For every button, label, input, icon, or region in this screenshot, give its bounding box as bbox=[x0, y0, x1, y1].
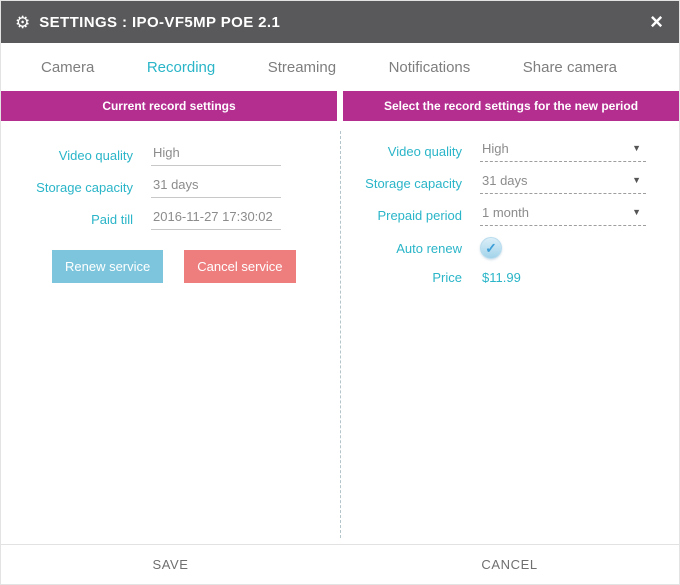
storage-capacity-value: 31 days bbox=[151, 177, 281, 198]
dropdown-value: High bbox=[482, 141, 509, 156]
dropdown-arrow-icon: ▼ bbox=[632, 207, 641, 217]
video-quality-label: Video quality bbox=[387, 144, 462, 159]
price-row: Price $11.99 bbox=[340, 267, 679, 288]
video-quality-dropdown[interactable]: High ▼ bbox=[480, 141, 646, 162]
main-content: Video quality High Storage capacity 31 d… bbox=[1, 121, 679, 546]
left-panel-header: Current record settings bbox=[1, 91, 337, 121]
dropdown-value: 1 month bbox=[482, 205, 529, 220]
prepaid-period-label: Prepaid period bbox=[377, 208, 462, 223]
storage-capacity-row: Storage capacity 31 days ▼ bbox=[340, 173, 679, 194]
price-label: Price bbox=[432, 270, 462, 285]
cancel-button[interactable]: CANCEL bbox=[481, 557, 538, 572]
video-quality-label: Video quality bbox=[58, 148, 133, 163]
close-icon[interactable]: × bbox=[650, 9, 663, 34]
paid-till-label: Paid till bbox=[91, 212, 133, 227]
auto-renew-checkbox[interactable]: ✓ bbox=[480, 237, 502, 259]
new-period-settings-panel: Video quality High ▼ Storage capacity 31… bbox=[340, 121, 679, 546]
dialog-header: ⚙ SETTINGS : IPO-VF5MP POE 2.1 × bbox=[1, 1, 679, 43]
video-quality-row: Video quality High bbox=[1, 145, 340, 166]
tab-camera[interactable]: Camera bbox=[41, 58, 95, 76]
save-button[interactable]: SAVE bbox=[152, 557, 189, 572]
current-settings-panel: Video quality High Storage capacity 31 d… bbox=[1, 121, 340, 546]
panel-divider bbox=[340, 131, 341, 538]
cancel-service-button[interactable]: Cancel service bbox=[184, 250, 296, 283]
auto-renew-label: Auto renew bbox=[396, 240, 462, 256]
panel-headers: Current record settings Select the recor… bbox=[1, 91, 679, 121]
tab-bar: Camera Recording Streaming Notifications… bbox=[1, 43, 679, 91]
settings-gear-icon: ⚙ bbox=[15, 12, 31, 32]
storage-capacity-label: Storage capacity bbox=[365, 176, 462, 191]
dropdown-value: 31 days bbox=[482, 173, 528, 188]
paid-till-row: Paid till 2016-11-27 17:30:02 bbox=[1, 209, 340, 230]
tab-notifications[interactable]: Notifications bbox=[388, 58, 471, 76]
check-icon: ✓ bbox=[485, 240, 497, 256]
price-value: $11.99 bbox=[482, 270, 521, 285]
dropdown-arrow-icon: ▼ bbox=[632, 143, 641, 153]
video-quality-row: Video quality High ▼ bbox=[340, 141, 679, 162]
footer-save-area: SAVE bbox=[1, 545, 340, 584]
dialog-footer: SAVE CANCEL bbox=[1, 544, 679, 584]
footer-cancel-area: CANCEL bbox=[340, 545, 679, 584]
dialog-title: SETTINGS : IPO-VF5MP POE 2.1 bbox=[39, 13, 281, 31]
storage-capacity-row: Storage capacity 31 days bbox=[1, 177, 340, 198]
tab-streaming[interactable]: Streaming bbox=[267, 58, 337, 76]
tab-share-camera[interactable]: Share camera bbox=[522, 58, 617, 76]
right-panel-header: Select the record settings for the new p… bbox=[343, 91, 679, 121]
auto-renew-row: Auto renew ✓ bbox=[340, 237, 679, 259]
video-quality-value: High bbox=[151, 145, 281, 166]
storage-capacity-label: Storage capacity bbox=[36, 180, 133, 195]
storage-capacity-dropdown[interactable]: 31 days ▼ bbox=[480, 173, 646, 194]
service-buttons: Renew service Cancel service bbox=[52, 250, 340, 283]
renew-service-button[interactable]: Renew service bbox=[52, 250, 164, 283]
prepaid-period-row: Prepaid period 1 month ▼ bbox=[340, 205, 679, 226]
tab-recording[interactable]: Recording bbox=[146, 58, 216, 76]
paid-till-value: 2016-11-27 17:30:02 bbox=[151, 209, 281, 230]
dropdown-arrow-icon: ▼ bbox=[632, 175, 641, 185]
prepaid-period-dropdown[interactable]: 1 month ▼ bbox=[480, 205, 646, 226]
